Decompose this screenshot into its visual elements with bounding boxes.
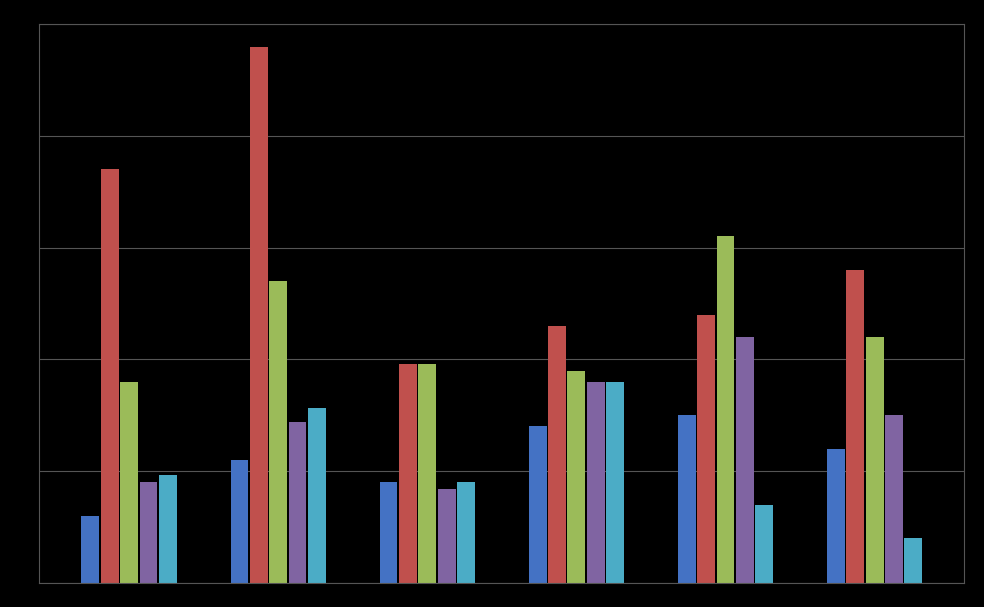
Bar — [100, 169, 119, 583]
Text: Rycina 12.: Rycina 12. — [456, 593, 528, 607]
Bar — [716, 237, 734, 583]
Bar — [678, 415, 696, 583]
Bar — [528, 426, 546, 583]
Bar — [568, 370, 585, 583]
Bar — [548, 326, 566, 583]
Legend: As_dekl., As_obj., As_amb., As_al., As_n-al: As_dekl., As_obj., As_amb., As_al., As_n… — [868, 30, 958, 123]
Bar — [288, 422, 306, 583]
Bar — [846, 270, 864, 583]
Bar — [82, 516, 99, 583]
Bar — [308, 409, 326, 583]
Bar — [866, 337, 884, 583]
Bar — [756, 504, 773, 583]
Bar — [418, 364, 436, 583]
Bar — [120, 382, 138, 583]
Bar — [140, 482, 157, 583]
Bar — [885, 415, 903, 583]
Text: Astma - % populacji ogólnej: Astma - % populacji ogólnej — [39, 0, 291, 15]
Bar — [380, 482, 398, 583]
Bar — [458, 482, 475, 583]
Bar — [230, 460, 248, 583]
Bar — [438, 489, 456, 583]
Bar — [736, 337, 754, 583]
Bar — [698, 314, 715, 583]
Bar — [827, 449, 844, 583]
Bar — [399, 364, 417, 583]
Bar — [586, 382, 605, 583]
Bar — [904, 538, 922, 583]
Bar — [250, 47, 268, 583]
Bar — [159, 475, 177, 583]
Bar — [270, 281, 287, 583]
Bar — [606, 382, 624, 583]
